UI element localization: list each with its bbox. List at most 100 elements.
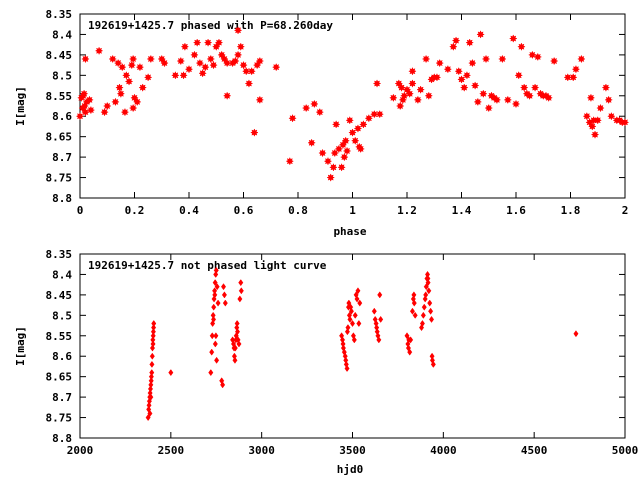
data-point: [103, 101, 112, 111]
data-point: [201, 62, 210, 72]
data-point: [150, 340, 156, 348]
x-tick-label: 0.6: [234, 204, 254, 217]
y-tick-label: 8.6: [52, 110, 72, 123]
x-tick-label: 3000: [248, 444, 275, 457]
x-tick-label: 5000: [612, 444, 639, 457]
data-point: [232, 344, 238, 352]
y-tick-label: 8.35: [46, 248, 73, 261]
data-point: [145, 414, 151, 422]
data-point: [206, 54, 216, 64]
data-point: [128, 103, 138, 113]
data-point: [214, 38, 224, 47]
axis-ticks: 0 0.2 0.4 0.6 0.8 1 1.2 1.4 1.6 1.8 2 8.35 8.4 8.45 8.…: [46, 8, 629, 217]
data-point: [211, 303, 217, 311]
data-point: [212, 279, 218, 287]
plot-title: 192619+1425.7 phased with P=68.260day: [88, 19, 333, 32]
data-point: [310, 99, 319, 109]
data-point: [364, 114, 374, 123]
x-tick-label: 2: [622, 204, 629, 217]
data-point: [237, 295, 243, 303]
data-point: [184, 64, 194, 74]
data-point: [586, 93, 596, 103]
y-axis-label: I[mag]: [14, 326, 27, 366]
x-tick-label: 2500: [158, 444, 185, 457]
data-point: [147, 385, 153, 393]
data-point: [149, 352, 155, 360]
axis-ticks: 2000 2500 3000 3500 4000 4500 5000 8.35 8.4 8.45 8…: [46, 248, 639, 457]
data-point: [190, 50, 199, 60]
data-point: [425, 279, 431, 287]
data-point: [409, 307, 415, 315]
data-point: [568, 73, 578, 82]
data-point: [150, 332, 156, 340]
y-tick-label: 8.65: [46, 131, 73, 144]
data-point: [221, 291, 227, 299]
data-point: [423, 283, 429, 291]
plot-title: 192619+1425.7 not phased light curve: [88, 259, 327, 272]
data-point: [233, 26, 243, 35]
data-point: [346, 299, 352, 307]
data-point: [108, 54, 117, 64]
x-tick-label: 1.2: [397, 204, 417, 217]
data-point: [423, 291, 429, 299]
data-point: [116, 89, 126, 98]
data-point: [353, 124, 363, 133]
data-point: [179, 71, 188, 80]
data-point: [372, 79, 382, 88]
data-point: [577, 54, 586, 64]
data-point: [549, 56, 559, 66]
y-axis-label: I[mag]: [14, 86, 27, 126]
data-point: [582, 111, 592, 121]
data-point: [593, 116, 602, 125]
data-point: [426, 287, 432, 295]
y-tick-label: 8.5: [52, 309, 72, 322]
y-tick-label: 8.4: [52, 268, 72, 281]
data-point: [94, 46, 104, 56]
data-point: [449, 42, 458, 51]
x-tick-label: 0.2: [125, 204, 145, 217]
y-tick-label: 8.5: [52, 69, 72, 82]
data-point: [213, 332, 219, 340]
data-point: [345, 324, 351, 332]
data-point: [411, 291, 417, 299]
data-point: [209, 332, 215, 340]
data-point: [345, 116, 355, 125]
data-point: [357, 299, 363, 307]
data-point: [148, 373, 154, 381]
data-point: [213, 266, 219, 274]
data-point: [435, 58, 444, 68]
data-point: [192, 38, 202, 47]
data-point: [425, 275, 431, 283]
data-point: [285, 156, 295, 166]
data-point: [150, 328, 156, 336]
data-point: [420, 311, 426, 319]
data-points: [145, 266, 579, 422]
data-point: [214, 356, 220, 364]
data-point: [122, 71, 131, 80]
unphased-light-curve-panel: 192619+1425.7 not phased light curve hjd…: [14, 248, 638, 476]
data-point: [100, 107, 109, 117]
data-point: [315, 107, 325, 117]
data-point: [235, 328, 241, 336]
data-point: [424, 91, 434, 101]
y-tick-label: 8.4: [52, 28, 72, 41]
data-point: [604, 95, 613, 105]
data-point: [563, 73, 573, 82]
x-tick-label: 4000: [430, 444, 457, 457]
data-point: [443, 64, 453, 74]
y-tick-label: 8.75: [46, 412, 73, 425]
data-point: [462, 71, 472, 80]
data-point: [533, 52, 543, 62]
data-point: [127, 60, 137, 70]
data-point: [408, 79, 417, 88]
data-point: [459, 83, 469, 92]
data-point: [211, 315, 217, 323]
data-point: [238, 279, 244, 287]
data-point: [160, 58, 169, 68]
x-tick-label: 1.8: [561, 204, 581, 217]
x-tick-label: 0.4: [179, 204, 199, 217]
data-point: [451, 36, 461, 45]
data-point: [416, 85, 425, 94]
data-point: [607, 111, 616, 121]
data-point: [301, 103, 311, 113]
